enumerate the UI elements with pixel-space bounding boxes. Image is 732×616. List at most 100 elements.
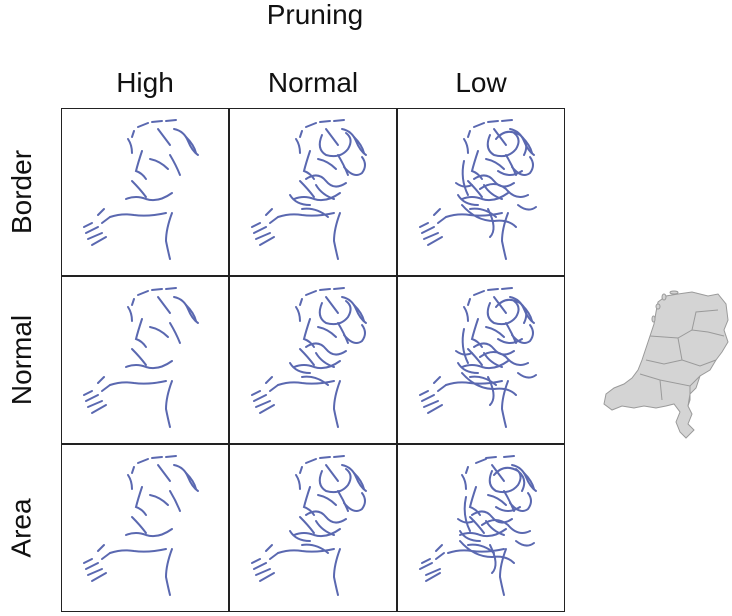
sketch-stroke [169,154,181,176]
sketch-stroke [325,128,339,146]
sketch-stroke [515,540,535,547]
sketch-stroke [467,130,471,138]
sketch-stroke [255,232,271,240]
sketch-stroke [495,506,521,512]
sketch-stroke [485,326,505,338]
sketch-stroke [125,192,173,202]
province-border [707,331,725,337]
sketch-stroke [487,288,499,291]
sketch-stroke [164,380,173,428]
sketch-stroke [461,160,469,196]
row-label-area: Area [6,498,37,558]
sketch-stroke [433,376,441,384]
sketch-stroke [185,472,197,490]
sketch-stroke [467,180,483,198]
sketch-stroke [495,130,528,156]
sketch-stroke [332,212,341,260]
sketch-stroke [85,226,99,234]
sketch-stroke [97,376,105,384]
sketch-stroke [259,236,275,246]
sketch-stroke [469,207,497,218]
sketch-stroke [269,216,279,224]
sketch-stroke [485,158,505,170]
sketch-stroke [127,306,133,322]
sketch-stroke [435,544,443,552]
sketch-map [83,119,199,260]
sketch-stroke [97,544,105,552]
sketch-stroke [457,362,479,374]
sketch-stroke [419,562,433,570]
sketch-stroke [486,300,520,326]
sketch-stroke [255,568,271,576]
sketch-stroke [427,236,443,246]
sketch-stroke [151,120,163,123]
sketch-stroke [423,232,439,240]
sketch-stroke [337,154,349,176]
sketch-stroke [332,548,341,596]
sketch-stroke [305,342,347,356]
province-border [659,379,663,401]
sketch-stroke [305,122,317,128]
sketch-stroke [83,558,93,564]
sketch-stroke [173,464,199,492]
sketch-stroke [318,468,352,494]
sketch-stroke [421,226,435,234]
sketch-stroke [463,306,469,322]
sketch-stroke [87,400,103,408]
sketch-stroke [109,212,167,218]
sketch-stroke [325,296,339,314]
sketch-stroke [517,204,537,211]
sketch-stroke [315,520,335,536]
sketch-stroke [299,516,315,534]
sketch-cell-border-high [61,108,229,276]
sketch-stroke [505,154,517,176]
sketch-stroke [465,466,469,474]
netherlands-outline [603,291,729,439]
sketch-stroke [501,119,513,122]
sketch-stroke [299,298,303,306]
sketch-stroke [165,455,177,458]
sketch-stroke [479,351,529,366]
sketch-stroke [317,158,337,170]
sketch-stroke [341,296,367,324]
sketch-stroke [493,128,507,146]
sketch-stroke [427,404,443,414]
sketch-stroke [157,296,171,314]
sketch-map [419,287,537,428]
sketch-stroke [137,458,149,464]
sketch-stroke [265,376,273,384]
sketch-stroke [253,394,267,402]
sketch-stroke [343,156,366,176]
sketch-stroke [164,548,173,596]
sketch-map [419,455,537,596]
sketch-stroke [134,318,147,348]
sketch-stroke [479,183,529,198]
sketch-stroke [101,552,111,560]
sketch-stroke [419,390,429,396]
pruning-title: Pruning [266,0,364,30]
sketch-stroke [468,486,481,516]
sketch-stroke [517,372,537,379]
sketch-stroke [253,226,267,234]
sketch-stroke [497,338,523,344]
sketch-stroke [317,494,337,506]
sketch-stroke [461,372,517,396]
sketch-stroke [137,290,149,296]
island [661,293,667,301]
sketch-stroke [457,518,475,524]
sketch-stroke [131,180,147,198]
island [655,303,661,310]
sketch-stroke [101,216,111,224]
sketch-stroke [318,132,352,158]
sketch-stroke [435,552,445,560]
sketch-stroke [318,300,352,326]
sketch-stroke [469,516,485,534]
sketch-stroke [289,530,311,542]
sketch-stroke [421,558,431,564]
sketch-stroke [265,544,273,552]
island [669,290,679,295]
sketch-stroke [333,455,345,458]
sketch-stroke [487,208,495,238]
sketch-stroke [487,376,495,406]
sketch-stroke [455,182,473,188]
